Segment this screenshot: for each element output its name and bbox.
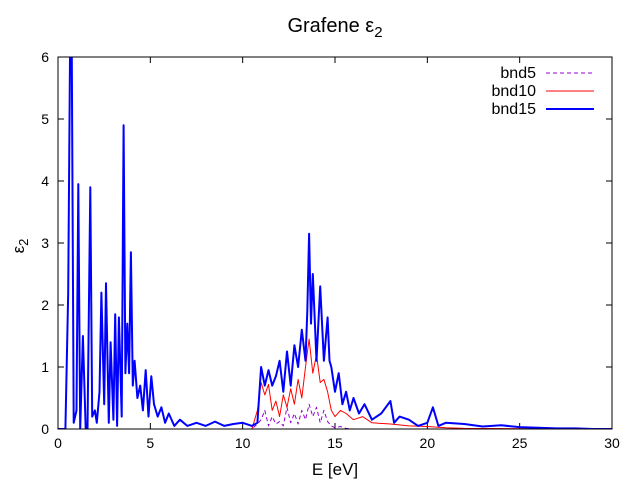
legend-label-bnd10: bnd10	[492, 83, 537, 100]
legend-label-bnd5: bnd5	[500, 65, 536, 82]
legend-label-bnd15: bnd15	[492, 101, 537, 118]
y-tick-label: 1	[41, 359, 49, 375]
plot-frame	[57, 56, 613, 430]
x-tick-label: 10	[235, 435, 251, 451]
series-line-bnd15	[58, 57, 612, 429]
x-axis-label: E [eV]	[312, 460, 358, 479]
x-tick-label: 15	[327, 435, 343, 451]
chart-title: Grafene ε2	[287, 15, 382, 41]
series-layer	[58, 57, 612, 429]
series-line-bnd10	[58, 338, 612, 429]
x-tick-label: 30	[604, 435, 620, 451]
series-line-bnd5	[58, 403, 612, 429]
x-tick-label: 0	[54, 435, 62, 451]
y-axis-label: ε2	[9, 239, 31, 254]
chart-title-subscript: 2	[374, 24, 382, 41]
x-tick-label: 20	[420, 435, 436, 451]
x-tick-label: 5	[146, 435, 154, 451]
chart-title-main: Grafene ε	[287, 15, 374, 37]
y-axis-label-main: ε	[9, 245, 28, 253]
y-tick-label: 4	[41, 173, 49, 189]
y-axis-label-subscript: 2	[16, 239, 31, 246]
y-tick-label: 2	[41, 297, 49, 313]
y-tick-label: 5	[41, 111, 49, 127]
y-tick-label: 3	[41, 235, 49, 251]
y-tick-label: 0	[41, 421, 49, 437]
x-tick-label: 25	[512, 435, 528, 451]
y-tick-label: 6	[41, 49, 49, 65]
axis-ticks: 0 5 10 15 20 25 30 0 1 2 3 4 5 6	[41, 49, 620, 451]
